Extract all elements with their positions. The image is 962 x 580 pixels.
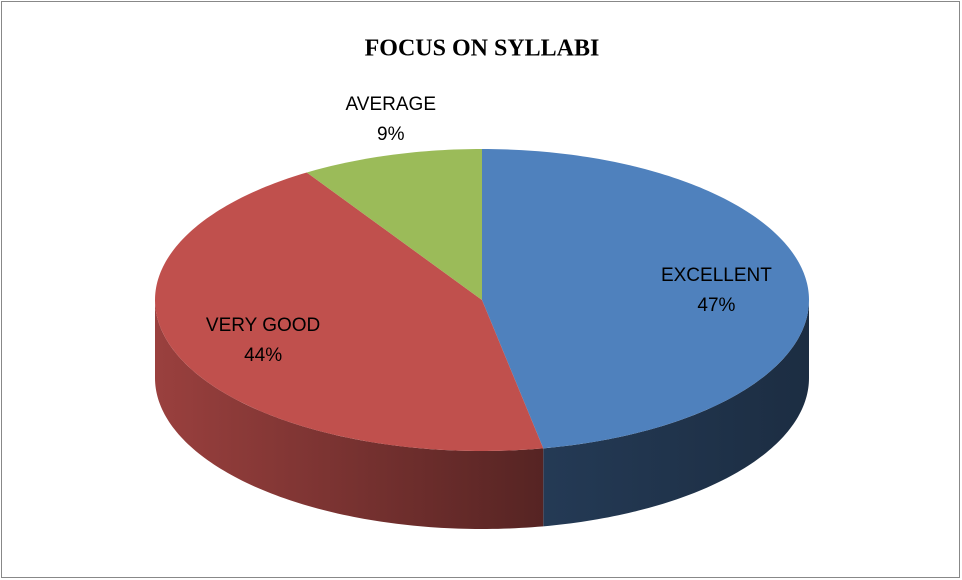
chart-title: FOCUS ON SYLLABI bbox=[365, 36, 600, 62]
slice bbox=[306, 149, 482, 300]
data-label-category: AVERAGE bbox=[346, 94, 436, 115]
data-label-value: 44% bbox=[244, 345, 282, 366]
slice bbox=[482, 149, 809, 449]
data-label-value: 9% bbox=[377, 124, 405, 145]
slice-side bbox=[155, 300, 544, 529]
data-label-category: VERY GOOD bbox=[206, 315, 320, 336]
slice bbox=[155, 172, 544, 451]
data-label-value: 47% bbox=[697, 295, 735, 316]
data-label-category: EXCELLENT bbox=[661, 265, 772, 286]
slice-side bbox=[543, 300, 809, 527]
